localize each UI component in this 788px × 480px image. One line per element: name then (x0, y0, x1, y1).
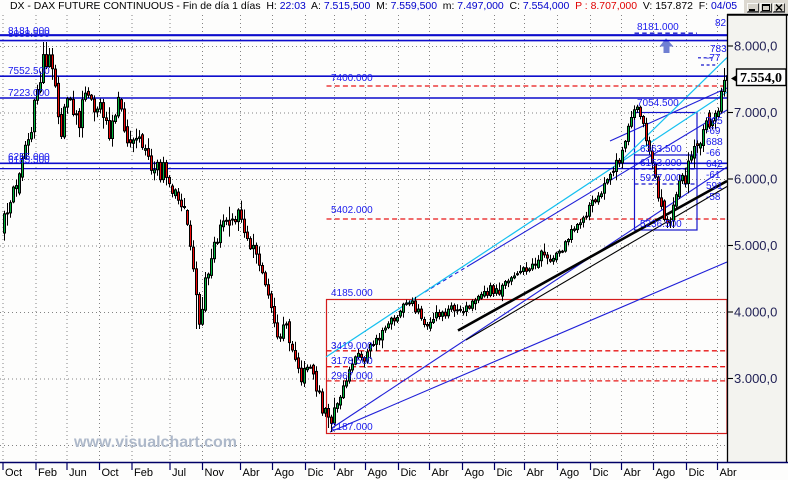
svg-text:Abr: Abr (432, 467, 449, 479)
svg-text:6255.000: 6255.000 (8, 152, 50, 163)
svg-text:688: 688 (706, 137, 723, 148)
svg-text:Dic: Dic (308, 467, 324, 479)
svg-text:7223.000: 7223.000 (8, 88, 50, 99)
svg-text:Feb: Feb (38, 467, 57, 479)
svg-text:783: 783 (710, 44, 727, 55)
svg-text:Ago: Ago (656, 467, 676, 479)
svg-text:6185.500: 6185.500 (8, 155, 50, 166)
svg-text:-61: -61 (706, 170, 721, 181)
svg-text:7.000,0: 7.000,0 (734, 105, 777, 120)
svg-text:Dic: Dic (689, 467, 705, 479)
svg-text:Abr: Abr (720, 467, 737, 479)
svg-text:-66: -66 (706, 148, 721, 159)
svg-text:5402.000: 5402.000 (331, 205, 373, 216)
svg-text:3178.500: 3178.500 (331, 356, 373, 367)
svg-text:Jun: Jun (69, 467, 87, 479)
svg-text:www.visualchart.com: www.visualchart.com (73, 434, 237, 451)
svg-text:591: 591 (706, 181, 723, 192)
svg-text:Dic: Dic (401, 467, 417, 479)
svg-text:-77: -77 (706, 53, 721, 64)
svg-text:Abr: Abr (624, 467, 641, 479)
svg-text:5236.500: 5236.500 (640, 219, 682, 230)
svg-text:Ago: Ago (368, 467, 388, 479)
svg-text:Ago: Ago (275, 467, 295, 479)
svg-text:Abr: Abr (527, 467, 544, 479)
svg-text:Ago: Ago (465, 467, 485, 479)
svg-text:Abr: Abr (337, 467, 354, 479)
svg-text:6153.000: 6153.000 (640, 158, 682, 169)
svg-text:Feb: Feb (134, 467, 153, 479)
svg-text:705: 705 (706, 116, 723, 127)
svg-text:8088.500: 8088.500 (8, 29, 50, 40)
svg-text:6363.500: 6363.500 (640, 144, 682, 155)
svg-text:7552.500: 7552.500 (8, 66, 50, 77)
svg-text:4185.000: 4185.000 (331, 288, 373, 299)
svg-text:Dic: Dic (497, 467, 513, 479)
svg-text:8.000,0: 8.000,0 (734, 39, 777, 54)
svg-text:5927.000: 5927.000 (640, 173, 682, 184)
svg-text:3.000,0: 3.000,0 (734, 371, 777, 386)
svg-text:Dic: Dic (593, 467, 609, 479)
svg-text:8181.000: 8181.000 (8, 26, 50, 37)
svg-text:Oct: Oct (102, 467, 119, 479)
svg-text:4.000,0: 4.000,0 (734, 305, 777, 320)
svg-text:2187.000: 2187.000 (331, 422, 373, 433)
svg-text:-69: -69 (706, 126, 721, 137)
svg-text:2967.000: 2967.000 (331, 371, 373, 382)
svg-text:Abr: Abr (243, 467, 260, 479)
svg-text:7.554,0: 7.554,0 (740, 71, 782, 86)
svg-text:-58: -58 (706, 192, 721, 203)
svg-text:82: 82 (715, 18, 727, 29)
svg-text:6.000,0: 6.000,0 (734, 172, 777, 187)
svg-text:Oct: Oct (5, 467, 22, 479)
svg-text:7400.000: 7400.000 (331, 73, 373, 84)
svg-text:Ago: Ago (560, 467, 580, 479)
svg-text:Jul: Jul (172, 467, 186, 479)
svg-text:7054.500: 7054.500 (637, 98, 679, 109)
svg-text:8181.000: 8181.000 (637, 22, 679, 33)
svg-text:642: 642 (706, 159, 723, 170)
svg-text:5.000,0: 5.000,0 (734, 238, 777, 253)
svg-text:Nov: Nov (205, 467, 225, 479)
svg-text:3419.000: 3419.000 (331, 341, 373, 352)
